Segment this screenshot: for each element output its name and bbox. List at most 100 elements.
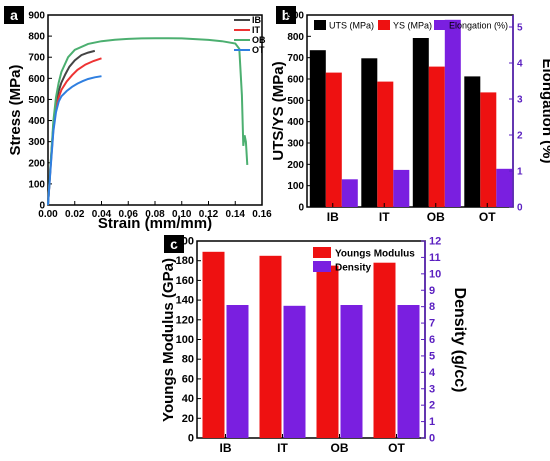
legend-c-swatch <box>313 261 331 272</box>
chart-a-xtick-label: 0.14 <box>226 209 246 220</box>
ytick-label: 200 <box>287 160 304 171</box>
chart-b-ylabel: UTS/YS (MPa) <box>270 61 287 160</box>
y2tick-label: 0 <box>517 203 523 214</box>
ytick-label: 200 <box>176 236 194 248</box>
ytick-label: 120 <box>176 314 194 326</box>
strength-elongation-chart: b IB IT OB OT 0 100 200 300 400 500 600 700 800 900 0 1… <box>270 6 550 224</box>
stress-strain-chart: a 0.00 0.02 0.04 0.06 0.08 0.10 0.12 0.14 0.16 0 1… <box>4 6 272 232</box>
ytick-label: 900 <box>287 11 304 22</box>
ytick-label: 700 <box>287 53 304 64</box>
ytick-label: 100 <box>287 181 304 192</box>
ytick-label: 300 <box>287 139 304 150</box>
bar-it-density <box>283 305 306 438</box>
panel-b-letter: b <box>282 7 291 23</box>
legend-c-swatch <box>313 247 331 258</box>
y2tick-label: 7 <box>429 318 435 330</box>
panel-c-badge <box>164 235 184 253</box>
chart-c-y2label: Density (g/cc) <box>451 288 468 393</box>
chart-c-ylabel: Youngs Modulus (GPa) <box>160 258 177 422</box>
panel-a-badge <box>4 6 24 24</box>
bar-ot-uts-mpa <box>464 76 481 208</box>
y2tick-label: 2 <box>429 400 435 412</box>
bar-ot-ys-mpa <box>480 92 497 207</box>
ytick-label: 60 <box>182 373 194 385</box>
ytick-label: 400 <box>287 117 304 128</box>
xtick-label: IB <box>327 210 339 224</box>
bar-it-elongation <box>393 169 410 207</box>
chart-a-xtick-label: 0.06 <box>119 209 139 220</box>
y2tick-label: 0 <box>429 433 435 445</box>
bar-ib-ys-mpa <box>325 72 342 207</box>
y2tick-label: 8 <box>429 301 435 313</box>
y2tick-label: 3 <box>429 383 435 395</box>
ytick-label: 600 <box>287 75 304 86</box>
bar-it-ys-mpa <box>377 81 394 207</box>
chart-a-xtick-label: 0.00 <box>38 209 58 220</box>
chart-a-xtick-label: 0.02 <box>65 209 85 220</box>
panel-b-badge <box>276 6 296 24</box>
ytick-label: 500 <box>287 96 304 107</box>
xtick-label: IB <box>220 441 232 455</box>
y2tick-label: 4 <box>429 367 436 379</box>
xtick-label: OT <box>388 441 405 455</box>
chart-a-xtick-label: 0.16 <box>252 209 272 220</box>
chart-a-ytick-label: 500 <box>28 95 45 106</box>
legend-b-swatch <box>378 20 390 30</box>
y2tick-label: 1 <box>517 166 523 177</box>
ytick-label: 100 <box>176 334 194 346</box>
legend-b-label: YS (MPa) <box>393 21 432 31</box>
xtick-label: OB <box>427 210 445 224</box>
bar-it-youngs-modulus <box>259 255 282 438</box>
legend-a-label-it: IT <box>252 25 261 35</box>
ytick-label: 800 <box>287 32 304 43</box>
chart-a-xlabel: Strain (mm/mm) <box>98 215 212 232</box>
chart-a-ytick-label: 700 <box>28 53 45 64</box>
chart-a-ytick-label: 900 <box>28 11 45 22</box>
ytick-label: 0 <box>188 433 194 445</box>
chart-a-xtick-label: 0.08 <box>145 209 165 220</box>
chart-b-y2label: Elongation (%) <box>539 59 550 164</box>
chart-a-ytick-label: 100 <box>28 179 45 190</box>
chart-a-xtick-label: 0.10 <box>172 209 192 220</box>
y2tick-label: 6 <box>429 334 435 346</box>
bar-ib-uts-mpa <box>309 50 326 208</box>
y2tick-label: 1 <box>429 416 435 428</box>
y2tick-label: 2 <box>517 130 523 141</box>
panel-a-letter: a <box>10 7 18 23</box>
legend-b-swatch <box>314 20 326 30</box>
bar-ot-elongation <box>496 168 513 207</box>
xtick-label: OB <box>331 441 349 455</box>
chart-a-ytick-label: 400 <box>28 116 45 127</box>
ytick-label: 180 <box>176 255 194 267</box>
legend-c-label: Youngs Modulus <box>335 249 415 260</box>
legend-c-label: Density <box>335 263 372 274</box>
series-line-it <box>47 57 102 206</box>
modulus-density-chart: c IB IT OB OT020406080100120140160180200012… <box>160 235 468 455</box>
chart-a-ytick-label: 800 <box>28 32 45 43</box>
chart-a-xtick-label: 0.12 <box>199 209 219 220</box>
legend-b-swatch <box>434 20 446 30</box>
series-line-ib <box>47 49 96 206</box>
ytick-label: 0 <box>298 203 304 214</box>
bar-ot-density <box>397 305 420 438</box>
bar-ob-ys-mpa <box>428 66 445 207</box>
bar-ob-elongation <box>444 19 461 207</box>
chart-a-ytick-label: 0 <box>39 201 45 212</box>
legend-a-label-ob: OB <box>252 35 266 45</box>
xtick-label: IT <box>277 441 288 455</box>
chart-a-xtick-label: 0.04 <box>92 209 112 220</box>
y2tick-label: 4 <box>517 58 523 69</box>
legend-a-label-ib: IB <box>252 15 262 25</box>
bar-it-uts-mpa <box>361 58 378 207</box>
bar-ib-density <box>226 305 249 438</box>
bar-ib-youngs-modulus <box>202 251 225 438</box>
chart-a-ytick-label: 200 <box>28 158 45 169</box>
xtick-label: IT <box>379 210 390 224</box>
ytick-label: 80 <box>182 354 194 366</box>
legend-a-label-ot: OT <box>252 45 265 55</box>
ytick-label: 140 <box>176 295 194 307</box>
y2tick-label: 10 <box>429 268 441 280</box>
y2tick-label: 12 <box>429 236 441 248</box>
y2tick-label: 5 <box>517 22 523 33</box>
